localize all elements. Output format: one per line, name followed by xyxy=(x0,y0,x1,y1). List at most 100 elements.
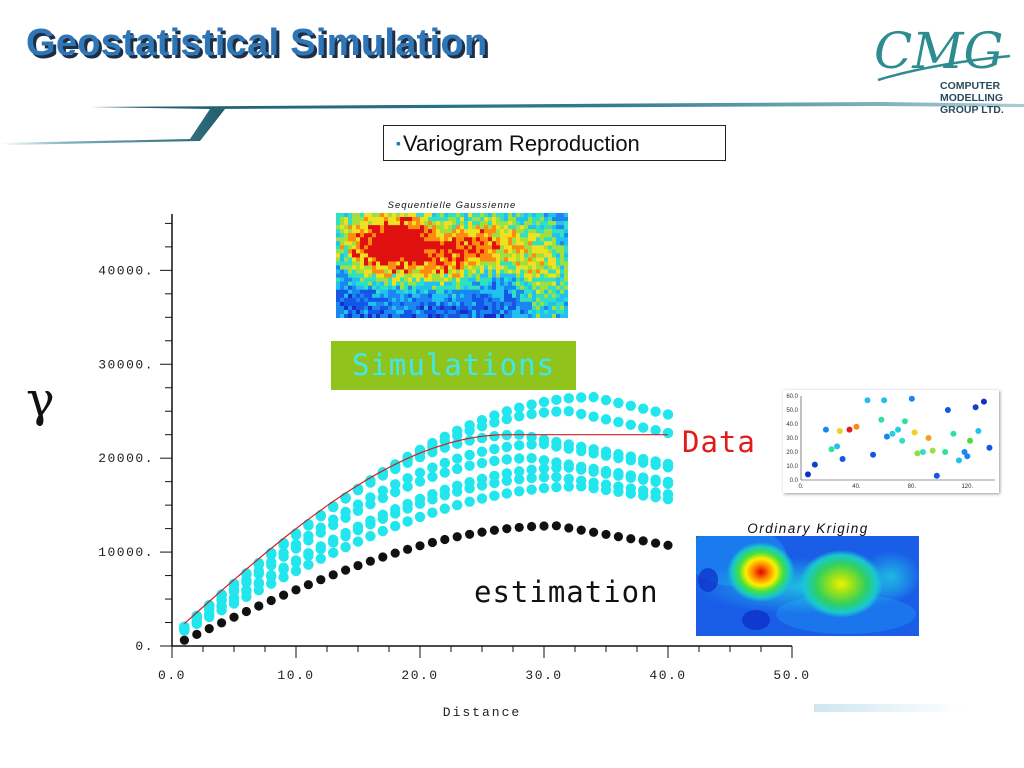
simulation-point xyxy=(427,494,438,505)
scatter-y-tick: 30.0 xyxy=(786,436,798,442)
simulation-point xyxy=(526,464,537,475)
simulation-point xyxy=(414,476,426,487)
simulation-point xyxy=(390,463,401,475)
simulation-point xyxy=(538,472,550,483)
estimation-point xyxy=(279,590,289,600)
estimation-label: estimation xyxy=(474,575,659,609)
simulation-point xyxy=(476,493,488,504)
simulation-point xyxy=(600,468,612,479)
simulation-point xyxy=(613,452,624,464)
simulation-point xyxy=(315,509,326,521)
simulation-point xyxy=(650,459,661,471)
simulation-point xyxy=(377,492,388,504)
simulation-point xyxy=(476,432,488,444)
simulation-point xyxy=(625,472,636,483)
scatter-data-point xyxy=(929,447,936,454)
simulation-point xyxy=(352,505,364,516)
simulation-point xyxy=(551,406,562,417)
simulation-point xyxy=(563,462,574,473)
simulation-point xyxy=(315,527,326,538)
scatter-x-tick: 0. xyxy=(798,484,803,490)
simulation-point xyxy=(290,528,302,539)
simulation-point xyxy=(489,417,500,428)
x-tick-label: 40.0 xyxy=(649,668,686,683)
scatter-data-point xyxy=(883,433,890,440)
simulation-point xyxy=(638,474,649,486)
logo-company-name: COMPUTER MODELLING GROUP LTD. xyxy=(940,80,1004,116)
simulation-point xyxy=(464,460,475,471)
estimation-point xyxy=(229,612,239,622)
scatter-y-tick: 20.0 xyxy=(786,450,798,456)
simulation-point xyxy=(365,477,376,488)
estimation-series xyxy=(179,521,673,645)
simulation-point xyxy=(563,473,574,485)
simulation-point xyxy=(303,550,314,561)
scatter-data-point xyxy=(811,461,818,468)
simulation-point xyxy=(278,564,289,575)
simulation-point xyxy=(439,467,450,478)
scatter-data-point xyxy=(986,444,993,451)
simulation-point xyxy=(427,507,438,518)
simulation-point xyxy=(390,520,401,532)
simulation-point xyxy=(365,531,376,542)
scatter-y-tick: 40.0 xyxy=(786,422,798,428)
simulation-point xyxy=(439,503,450,514)
simulation-point xyxy=(650,406,661,417)
simulation-point xyxy=(476,457,488,469)
simulation-point xyxy=(365,498,376,510)
simulation-point xyxy=(414,498,426,509)
simulation-point xyxy=(588,482,599,494)
scatter-data-point xyxy=(889,430,896,437)
estimation-point xyxy=(613,531,624,542)
simulation-point xyxy=(340,530,351,542)
estimation-point xyxy=(403,544,413,554)
simulation-point xyxy=(390,479,401,490)
simulation-point xyxy=(266,547,277,559)
estimation-point xyxy=(427,537,437,548)
simulation-point xyxy=(340,541,351,553)
simulation-point xyxy=(526,472,537,484)
simulation-map-image xyxy=(336,213,568,318)
x-tick-label: 30.0 xyxy=(525,668,562,683)
simulation-point xyxy=(377,513,388,524)
simulation-point xyxy=(315,553,326,564)
scatter-y-tick: 50.0 xyxy=(786,408,798,414)
simulation-point xyxy=(600,394,612,406)
simulation-point xyxy=(452,453,463,464)
simulation-point xyxy=(514,473,525,485)
simulation-point xyxy=(290,557,302,568)
scatter-data-point xyxy=(834,443,841,450)
simulation-point xyxy=(600,484,612,496)
estimation-point xyxy=(576,525,586,535)
y-axis-label-gamma: γ xyxy=(26,372,55,428)
scatter-data-point xyxy=(980,398,987,405)
simulation-point xyxy=(501,406,512,417)
scatter-data-point xyxy=(870,451,877,458)
simulation-map-title: Sequentielle Gaussienne xyxy=(387,200,517,211)
simulation-point xyxy=(576,408,587,420)
estimation-point xyxy=(527,521,537,532)
simulation-point xyxy=(501,454,512,465)
simulation-point xyxy=(228,598,240,609)
simulation-point xyxy=(377,470,388,481)
simulation-point xyxy=(563,481,574,492)
scatter-x-tick: 120. xyxy=(961,484,973,490)
simulation-point xyxy=(563,393,574,404)
simulation-point xyxy=(638,457,649,468)
simulation-point xyxy=(662,427,674,439)
simulation-point xyxy=(464,425,475,436)
simulation-point xyxy=(241,577,252,588)
estimation-point xyxy=(489,525,499,535)
simulation-point xyxy=(526,452,537,464)
estimation-point xyxy=(266,595,276,606)
simulation-point xyxy=(290,565,302,577)
simulation-point xyxy=(489,477,500,489)
scatter-data-point xyxy=(804,471,811,478)
x-tick-label: 10.0 xyxy=(277,668,314,683)
simulation-point xyxy=(278,572,289,583)
bullet-icon: ▪ xyxy=(396,135,401,151)
simulation-point xyxy=(576,445,587,457)
simulation-point xyxy=(501,413,512,425)
estimation-point xyxy=(303,580,313,590)
simulation-point xyxy=(476,480,488,491)
